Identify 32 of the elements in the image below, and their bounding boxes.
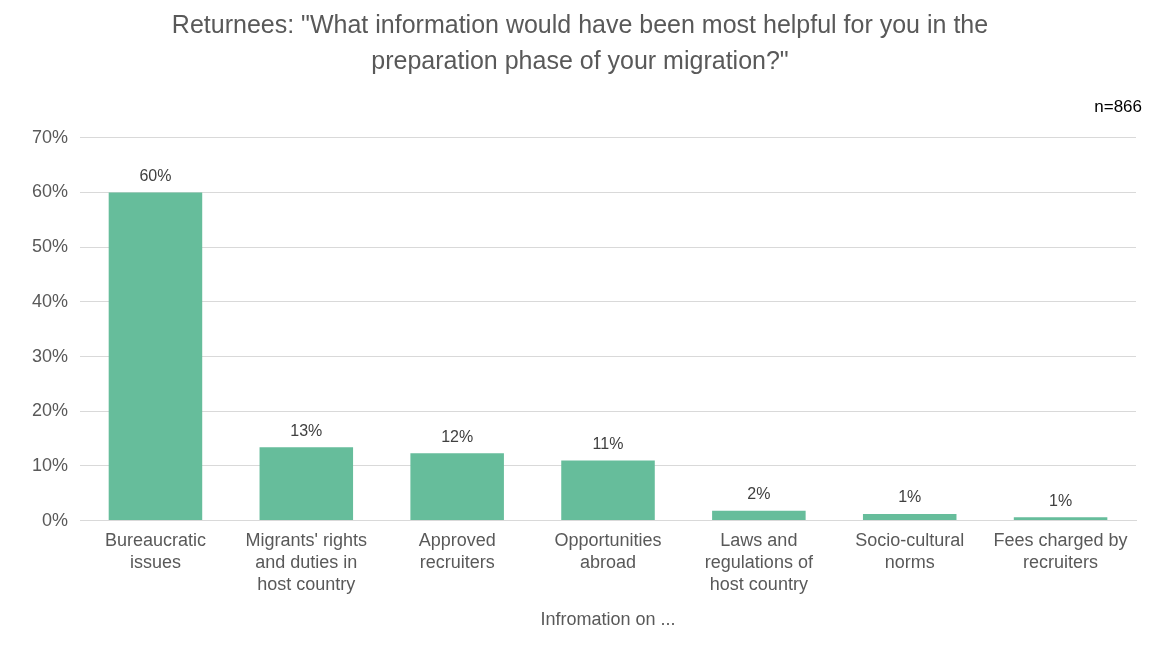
x-axis-title: Infromation on ...	[540, 609, 676, 630]
y-tick-label: 10%	[32, 454, 69, 475]
data-label: 13%	[290, 421, 323, 439]
x-tick-label: Socio-cultural norms	[855, 530, 965, 572]
data-label: 11%	[592, 434, 624, 452]
y-tick-label: 0%	[42, 509, 69, 530]
data-label: 1%	[898, 488, 922, 506]
y-tick-label: 50%	[32, 236, 69, 257]
x-tick-label: Opportunities abroad	[554, 530, 662, 572]
data-label: 2%	[747, 485, 771, 503]
y-tick-label: 40%	[32, 290, 69, 311]
bar	[410, 453, 504, 521]
data-label: 1%	[1049, 491, 1073, 509]
x-tick-label: Approved recruiters	[418, 530, 496, 572]
data-label: 12%	[441, 427, 474, 445]
text: n=866	[1094, 97, 1142, 117]
bar	[862, 514, 957, 521]
y-tick-label: 30%	[32, 345, 69, 366]
x-tick-label: Fees charged by recruiters	[993, 530, 1128, 572]
y-tick-label: 60%	[32, 181, 69, 202]
bar	[259, 447, 354, 521]
bar	[1013, 517, 1108, 521]
y-tick-label: 70%	[32, 126, 69, 147]
data-label: 60%	[139, 166, 172, 184]
x-tick-label: Bureaucratic issues	[104, 530, 206, 572]
bar	[561, 460, 655, 521]
y-tick-label: 20%	[32, 400, 69, 421]
x-tick-label: Migrants' rights and duties in host country	[245, 530, 368, 594]
chart-title: Returnees: "What information would have been most helpful for you in the preparation phase of your migration?"	[170, 9, 990, 76]
bar	[108, 192, 203, 521]
x-tick-label: Laws and regulations of host country	[704, 530, 814, 594]
bar	[712, 510, 806, 521]
